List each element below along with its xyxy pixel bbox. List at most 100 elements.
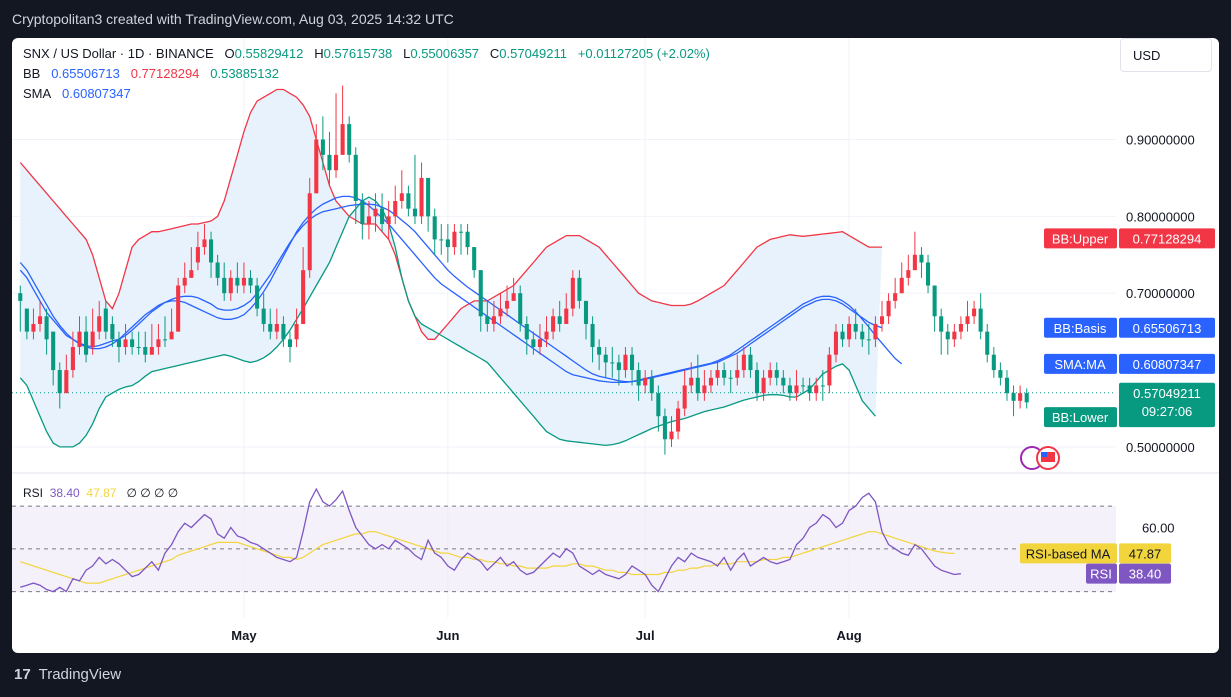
candle-body xyxy=(656,393,661,417)
symbol-label[interactable]: SNX / US Dollar · 1D · BINANCE xyxy=(23,46,214,61)
candle-body xyxy=(498,308,503,317)
candle-body xyxy=(399,193,404,201)
rsi-ma-name: RSI-based MA xyxy=(1026,546,1111,561)
sma-tag-name: SMA:MA xyxy=(1054,357,1106,372)
candle-body xyxy=(531,339,536,348)
bb-upper-tag-name: BB:Upper xyxy=(1052,231,1109,246)
candle-body xyxy=(985,331,990,355)
candle-body xyxy=(1018,393,1023,401)
candle-body xyxy=(781,377,786,386)
candle-body xyxy=(169,331,174,340)
candle-body xyxy=(715,370,720,378)
rsi-legend-label: RSI xyxy=(23,486,44,500)
price-tag-value: 0.57049211 xyxy=(1133,386,1201,401)
candle-body xyxy=(189,270,194,278)
bollinger-band-fill xyxy=(20,89,882,447)
rsi-legend-value: 38.40 xyxy=(49,486,80,500)
low-value: 0.55006357 xyxy=(410,46,480,61)
candle-body xyxy=(31,323,36,332)
candle-body xyxy=(787,385,792,394)
candle-body xyxy=(912,254,917,271)
candle-body xyxy=(689,377,694,386)
candlestick-chart[interactable]: 0.90000000 0.80000000 0.70000000 0.50000000… xyxy=(12,38,1219,653)
candle-body xyxy=(143,347,148,355)
candle-body xyxy=(64,370,69,394)
candle-body xyxy=(202,239,207,248)
us-flag-stripes xyxy=(1041,452,1055,462)
candle-body xyxy=(228,277,233,294)
candle-body xyxy=(255,285,260,309)
bb-lower-value: 0.53885132 xyxy=(210,66,279,81)
candle-body xyxy=(524,323,529,340)
change-value: +0.01127205 (+2.02%) xyxy=(577,46,710,61)
candle-body xyxy=(551,316,556,332)
candle-body xyxy=(722,370,727,378)
candle-body xyxy=(103,308,108,332)
x-tick-label: Jul xyxy=(636,628,655,643)
rsi-value: 38.40 xyxy=(1129,567,1162,582)
currency-button[interactable]: USD xyxy=(1120,38,1212,72)
rsi-legend[interactable]: RSI 38.40 47.87 ∅ ∅ ∅ ∅ xyxy=(23,486,178,500)
candle-body xyxy=(636,370,641,386)
bb-row[interactable]: BB 0.65506713 0.77128294 0.53885132 xyxy=(23,64,710,84)
high-label: H xyxy=(314,46,324,61)
y-tick-label: 0.80000000 xyxy=(1126,209,1195,224)
bb-lower-line xyxy=(19,196,876,448)
candle-body xyxy=(998,370,1003,378)
rsi-ma-name-bg xyxy=(1020,543,1117,564)
candle-body xyxy=(708,377,714,386)
candle-body xyxy=(327,154,332,171)
candle-body xyxy=(544,331,549,340)
bb-lower-tag-name: BB:Lower xyxy=(1052,410,1109,425)
bb-label: BB xyxy=(23,66,41,81)
candle-body xyxy=(754,370,760,394)
candle-body xyxy=(768,370,773,378)
high-value: 0.57615738 xyxy=(323,46,393,61)
candle-body xyxy=(432,216,437,240)
candle-body xyxy=(110,323,115,340)
rsi-ma-value-bg xyxy=(1119,543,1171,564)
sma-tag-value: 0.60807347 xyxy=(1133,357,1202,372)
candle-body xyxy=(445,239,450,248)
candle-body xyxy=(37,316,43,324)
candle-body xyxy=(44,316,49,340)
y-tick-label: 0.50000000 xyxy=(1126,440,1195,455)
candle-body xyxy=(235,277,240,286)
candle-body xyxy=(978,308,983,332)
candle-body xyxy=(564,308,569,324)
candle-body xyxy=(136,347,141,349)
candle-body xyxy=(820,385,825,387)
candle-body xyxy=(1011,393,1016,401)
candle-body xyxy=(939,316,944,332)
candle-body xyxy=(702,385,707,394)
candle-body xyxy=(439,239,444,241)
x-tick-label: Jun xyxy=(436,628,459,643)
candle-body xyxy=(333,154,339,171)
candle-body xyxy=(261,308,266,324)
rsi-value-bg xyxy=(1119,563,1171,584)
low-label: L xyxy=(403,46,411,61)
sma-value: 0.60807347 xyxy=(62,86,131,101)
candle-body xyxy=(97,316,102,332)
sma-row[interactable]: SMA 0.60807347 xyxy=(23,84,710,104)
candle-body xyxy=(537,339,542,348)
brand-name: TradingView xyxy=(38,666,122,683)
candle-body xyxy=(268,323,273,332)
candle-body xyxy=(676,408,681,432)
candle-body xyxy=(241,277,246,286)
chart-frame: 0.90000000 0.80000000 0.70000000 0.50000000… xyxy=(12,38,1219,653)
candle-body xyxy=(952,331,957,340)
candle-body xyxy=(629,354,635,371)
candle-body xyxy=(314,139,319,194)
candle-body xyxy=(301,270,306,324)
candle-body xyxy=(597,347,602,355)
sma-tag-value-bg xyxy=(1119,353,1215,374)
candle-body xyxy=(965,316,970,324)
candle-body xyxy=(853,323,858,332)
bb-upper-tag-name-bg xyxy=(1044,228,1117,249)
candle-body xyxy=(906,270,911,278)
candle-body xyxy=(827,354,832,386)
x-tick-label: Aug xyxy=(836,628,861,643)
candle-body xyxy=(662,416,667,440)
candle-body xyxy=(458,231,464,233)
